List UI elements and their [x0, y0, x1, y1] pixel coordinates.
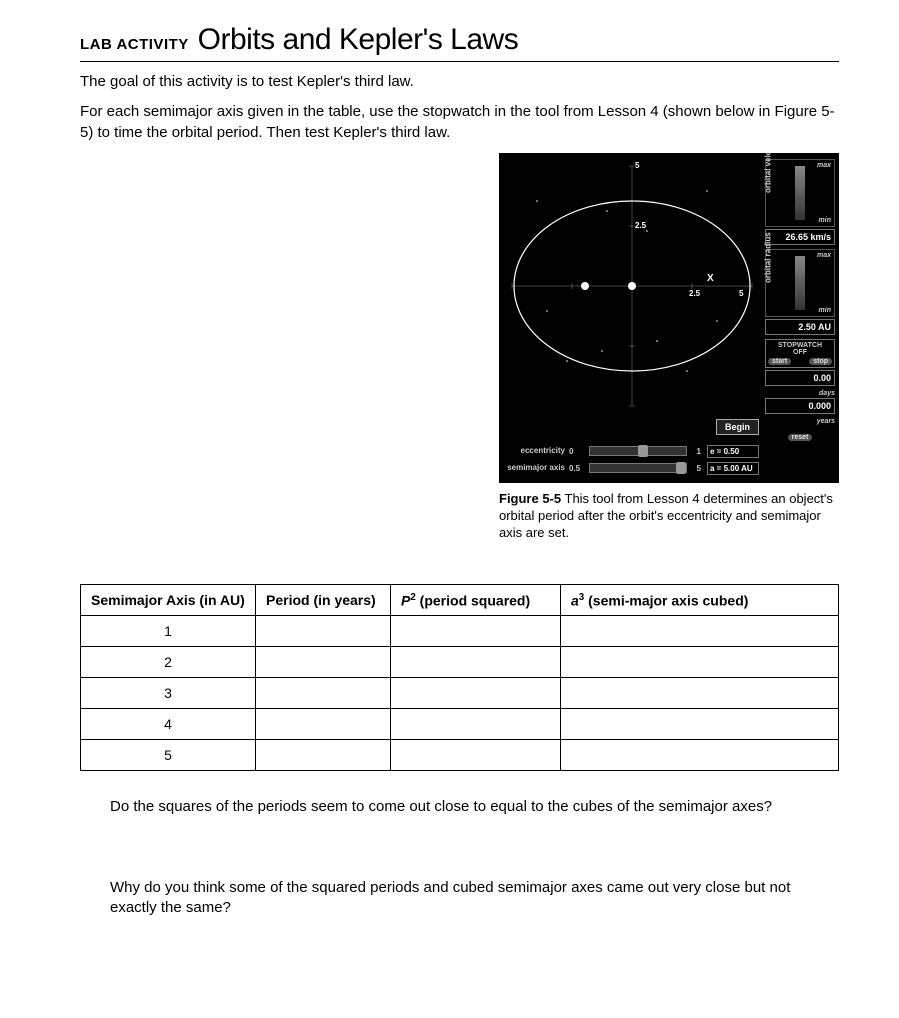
col-period: Period (in years): [256, 585, 391, 616]
orbit-plot: 2.5 5 2.5 5 X: [507, 161, 757, 411]
row1-p[interactable]: [256, 616, 391, 647]
intro-paragraph-1: The goal of this activity is to test Kep…: [80, 72, 839, 92]
page-title: Orbits and Kepler's Laws: [198, 23, 519, 56]
col-a3: a3 (semi-major axis cubed): [561, 585, 839, 616]
table-header-row: Semimajor Axis (in AU) Period (in years)…: [81, 585, 839, 616]
question-1: Do the squares of the periods seem to co…: [110, 797, 839, 817]
orbit-tool: 2.5 5 2.5 5 X max min orbital velocity 2…: [499, 153, 839, 483]
col-p2: P2 (period squared): [391, 585, 561, 616]
data-table: Semimajor Axis (in AU) Period (in years)…: [80, 584, 839, 771]
semimajor-value: a = 5.00 AU: [707, 462, 759, 475]
semimajor-label: semimajor axis: [507, 464, 569, 472]
eccentricity-slider[interactable]: eccentricity 0 1 e = 0.50: [507, 445, 759, 458]
velocity-gauge: max min orbital velocity: [765, 159, 835, 227]
table-row: 2: [81, 647, 839, 678]
stopwatch-years-label: years: [765, 418, 835, 425]
table-row: 5: [81, 740, 839, 771]
xtick-2_5: 2.5: [689, 289, 700, 298]
x-axis-label: X: [707, 273, 714, 284]
row1-a: 1: [81, 616, 256, 647]
velocity-label: orbital velocity: [764, 153, 773, 193]
lab-activity-label: LAB ACTIVITY: [80, 36, 189, 53]
row5-p2[interactable]: [391, 740, 561, 771]
row3-a: 3: [81, 678, 256, 709]
sun-marker: [628, 282, 636, 290]
ytick-2_5: 2.5: [635, 221, 646, 230]
radius-label: orbital radius: [764, 232, 773, 283]
stopwatch-box: STOPWATCH OFF start stop: [765, 339, 835, 368]
eccentricity-label: eccentricity: [507, 447, 569, 455]
figure-caption: Figure 5-5 This tool from Lesson 4 deter…: [499, 491, 839, 542]
radius-readout: 2.50 AU: [765, 319, 835, 335]
begin-button[interactable]: Begin: [716, 419, 759, 435]
readout-panel: max min orbital velocity 26.65 km/s max …: [765, 159, 835, 444]
radius-min: min: [819, 307, 831, 314]
row5-a: 5: [81, 740, 256, 771]
heading-rule: [80, 61, 839, 62]
table-row: 4: [81, 709, 839, 740]
stopwatch-start-button[interactable]: start: [768, 358, 791, 365]
stopwatch-years-value: 0.000: [765, 398, 835, 414]
stopwatch-title: STOPWATCH: [768, 342, 832, 349]
planet-marker: [581, 282, 589, 290]
sliders: eccentricity 0 1 e = 0.50 semimajor axis…: [507, 441, 759, 475]
row4-p2[interactable]: [391, 709, 561, 740]
row4-p[interactable]: [256, 709, 391, 740]
row2-p[interactable]: [256, 647, 391, 678]
row1-p2[interactable]: [391, 616, 561, 647]
semimajor-slider[interactable]: semimajor axis 0.5 5 a = 5.00 AU: [507, 462, 759, 475]
stopwatch-state: OFF: [768, 349, 832, 356]
semimajor-max: 5: [691, 464, 701, 473]
eccentricity-value: e = 0.50: [707, 445, 759, 458]
question-2: Why do you think some of the squared per…: [110, 878, 839, 919]
xtick-5: 5: [739, 289, 743, 298]
eccentricity-max: 1: [691, 447, 701, 456]
velocity-max: max: [817, 162, 831, 169]
row5-p[interactable]: [256, 740, 391, 771]
eccentricity-min: 0: [569, 447, 585, 456]
figure-column: 2.5 5 2.5 5 X max min orbital velocity 2…: [499, 153, 839, 555]
row3-p[interactable]: [256, 678, 391, 709]
ytick-5: 5: [635, 161, 639, 170]
row3-a3[interactable]: [561, 678, 839, 709]
page: LAB ACTIVITY Orbits and Kepler's Laws Th…: [0, 0, 899, 1018]
stopwatch-stop-button[interactable]: stop: [809, 358, 832, 365]
row5-a3[interactable]: [561, 740, 839, 771]
row2-a3[interactable]: [561, 647, 839, 678]
figure-wrapper: 2.5 5 2.5 5 X max min orbital velocity 2…: [80, 153, 839, 555]
table-row: 3: [81, 678, 839, 709]
row3-p2[interactable]: [391, 678, 561, 709]
figure-caption-lead: Figure 5-5: [499, 491, 561, 506]
stopwatch-days-value: 0.00: [765, 370, 835, 386]
radius-max: max: [817, 252, 831, 259]
stopwatch-reset-button[interactable]: reset: [788, 434, 813, 441]
velocity-min: min: [819, 217, 831, 224]
radius-gauge: max min orbital radius: [765, 249, 835, 317]
row4-a3[interactable]: [561, 709, 839, 740]
row2-p2[interactable]: [391, 647, 561, 678]
intro-paragraph-2: For each semimajor axis given in the tab…: [80, 102, 839, 143]
orbit-plot-svg: [507, 161, 757, 411]
col-semimajor: Semimajor Axis (in AU): [81, 585, 256, 616]
page-heading: LAB ACTIVITY Orbits and Kepler's Laws: [80, 20, 839, 57]
row4-a: 4: [81, 709, 256, 740]
semimajor-knob[interactable]: [676, 462, 686, 474]
velocity-readout: 26.65 km/s: [765, 229, 835, 245]
table-row: 1: [81, 616, 839, 647]
semimajor-min: 0.5: [569, 464, 585, 473]
row1-a3[interactable]: [561, 616, 839, 647]
row2-a: 2: [81, 647, 256, 678]
stopwatch-days-label: days: [765, 390, 835, 397]
eccentricity-knob[interactable]: [638, 445, 648, 457]
